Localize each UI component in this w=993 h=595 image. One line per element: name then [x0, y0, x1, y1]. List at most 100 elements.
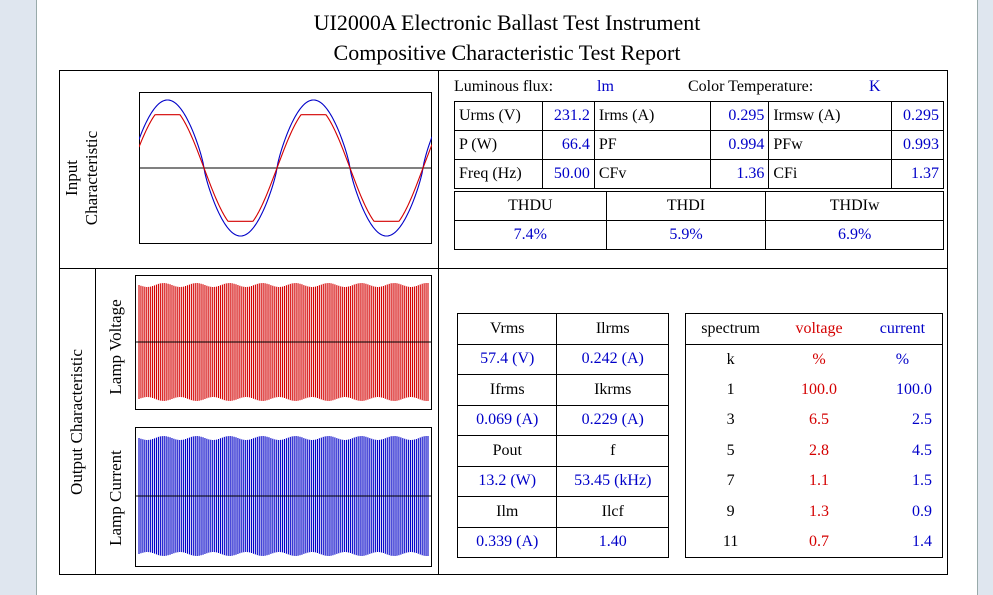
spectrum-current: 2.5 [912, 411, 932, 429]
spectrum-order: k [726, 350, 735, 368]
input-param-value: 1.37 [891, 159, 944, 189]
output-params-row: Ifrms Ikrms [456, 374, 669, 406]
output-param-value: 13.2 (W) [456, 465, 558, 497]
output-param-value: 53.45 (kHz) [556, 465, 669, 497]
report-sheet: UI2000A Electronic Ballast Test Instrume… [36, 0, 978, 595]
spectrum-order: 3 [726, 411, 735, 429]
output-param-label: Vrms [456, 313, 558, 345]
thdi-value: 5.9% [605, 220, 767, 250]
input-params-row: P (W) 66.4 PF 0.994 PFw 0.993 [454, 130, 944, 160]
input-param-value: 0.994 [710, 130, 770, 160]
thdi-header: THDI [605, 191, 767, 221]
input-params-table: Urms (V) 231.2 Irms (A) 0.295 Irmsw (A) 0.295… [454, 101, 944, 189]
spectrum-voltage: % [812, 350, 826, 368]
report-frame [59, 70, 948, 575]
spectrum-header-row: spectrum voltage current [685, 313, 943, 345]
color-temperature-unit: K [869, 78, 881, 95]
output-param-label: Ikrms [556, 374, 669, 406]
spectrum-voltage: 1.3 [809, 502, 830, 520]
input-param-label: Irms (A) [593, 101, 712, 131]
output-params-row: 0.339 (A) 1.40 [456, 526, 669, 558]
lamp-current-waveform [135, 427, 432, 567]
input-param-label: Irmsw (A) [768, 101, 892, 131]
output-params-table: Vrms Ilrms 57.4 (V) 0.242 (A) Ifrms Ikrms 0.06… [456, 313, 669, 558]
report-subtitle: Compositive Characteristic Test Report [333, 40, 681, 65]
input-voltage-wave [139, 114, 432, 222]
section-divider [59, 268, 948, 269]
thdiw-header: THDIw [765, 191, 944, 221]
output-characteristic-label: Output Characteristic [67, 349, 86, 495]
input-params-row: Urms (V) 231.2 Irms (A) 0.295 Irmsw (A) 0.295 [454, 101, 944, 131]
spectrum-current: 1.5 [912, 472, 932, 490]
thdu-value: 7.4% [454, 220, 607, 250]
output-params-row: 13.2 (W) 53.45 (kHz) [456, 465, 669, 497]
spectrum-current: % [895, 350, 910, 368]
output-param-label: Ilcf [556, 496, 669, 528]
input-param-label: CFi [768, 159, 892, 189]
input-params-row: Freq (Hz) 50.00 CFv 1.36 CFi 1.37 [454, 159, 944, 189]
output-param-value: 57.4 (V) [456, 343, 558, 375]
frame-divider [438, 70, 439, 575]
spectrum-current: 4.5 [912, 441, 932, 459]
input-param-label: Freq (Hz) [454, 159, 543, 189]
luminous-flux-label: Luminous flux: [454, 78, 554, 95]
input-param-value: 66.4 [541, 130, 595, 160]
input-param-label: PFw [768, 130, 892, 160]
spectrum-voltage: 2.8 [809, 441, 830, 459]
input-characteristic-label: Input Characteristic [62, 130, 101, 226]
report-title: UI2000A Electronic Ballast Test Instrume… [313, 10, 701, 35]
color-temperature-label: Color Temperature: [688, 78, 814, 95]
spectrum-order: 5 [726, 441, 735, 459]
output-param-value: 1.40 [556, 526, 669, 558]
input-waveform-chart [139, 92, 432, 244]
spectrum-order: 7 [726, 472, 735, 490]
output-label-divider [95, 268, 96, 575]
input-param-value: 0.295 [891, 101, 944, 131]
output-param-label: Ilrms [556, 313, 669, 345]
spectrum-voltage: 1.1 [809, 472, 830, 490]
spectrum-voltage: 6.5 [809, 411, 830, 429]
spectrum-order: 9 [726, 502, 735, 520]
output-param-label: Ilm [456, 496, 558, 528]
thdiw-value: 6.9% [765, 220, 944, 250]
input-param-label: PF [593, 130, 712, 160]
spectrum-header: current [862, 313, 943, 345]
lamp-voltage-label: Lamp Voltage [106, 299, 125, 395]
spectrum-order: 1 [726, 380, 735, 398]
lamp-voltage-waveform [135, 275, 432, 410]
input-param-value: 0.993 [891, 130, 944, 160]
spectrum-header: spectrum [685, 313, 776, 345]
spectrum-header: voltage [775, 313, 863, 345]
output-params-row: 0.069 (A) 0.229 (A) [456, 404, 669, 436]
output-param-value: 0.339 (A) [456, 526, 558, 558]
spectrum-row: 3 6.5 2.5 [686, 405, 943, 436]
spectrum-row: 11 0.7 1.4 [686, 527, 943, 558]
spectrum-row: 7 1.1 1.5 [686, 466, 943, 497]
thd-table: THDU THDI THDIw 7.4% 5.9% 6.9% [454, 191, 944, 250]
spectrum-row: 1 100.0 100.0 [686, 375, 943, 406]
input-param-label: Urms (V) [454, 101, 543, 131]
input-current-wave [139, 99, 432, 237]
input-param-value: 231.2 [541, 101, 595, 131]
spectrum-row: 5 2.8 4.5 [686, 436, 943, 467]
output-params-row: Ilm Ilcf [456, 496, 669, 528]
spectrum-table: spectrum voltage current k%% 1 100.0 100.0 3 6.5… [685, 313, 943, 558]
spectrum-current: 100.0 [896, 380, 932, 398]
input-param-label: CFv [593, 159, 712, 189]
output-param-value: 0.069 (A) [456, 404, 558, 436]
output-params-row: Vrms Ilrms [456, 313, 669, 345]
output-param-value: 0.242 (A) [556, 343, 669, 375]
output-param-label: Ifrms [456, 374, 558, 406]
output-param-label: f [556, 435, 669, 467]
spectrum-row: 9 1.3 0.9 [686, 497, 943, 528]
spectrum-voltage: 100.0 [801, 380, 838, 398]
spectrum-voltage: 0.7 [809, 533, 830, 550]
lamp-current-label: Lamp Current [106, 450, 125, 546]
spectrum-current: 0.9 [912, 502, 932, 520]
input-param-label: P (W) [454, 130, 543, 160]
luminous-flux-unit: lm [597, 78, 614, 95]
output-params-row: Pout f [456, 435, 669, 467]
input-param-value: 1.36 [710, 159, 770, 189]
output-param-value: 0.229 (A) [556, 404, 669, 436]
spectrum-current: 1.4 [912, 533, 932, 550]
